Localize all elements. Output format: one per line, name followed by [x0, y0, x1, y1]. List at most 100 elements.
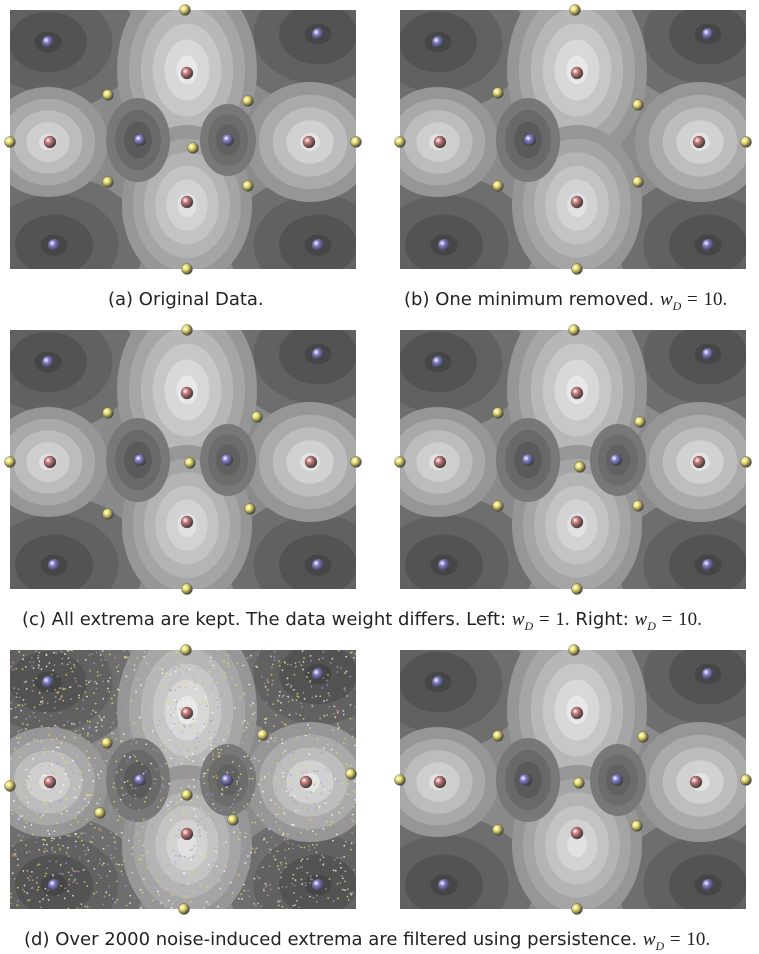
saddle-point — [572, 264, 583, 275]
caption-c-weight-symbol-right: wD — [635, 609, 656, 630]
maximum-point — [44, 136, 56, 148]
caption-d: (d) Over 2000 noise-induced extrema are … — [24, 929, 710, 954]
maximum-point — [181, 196, 193, 208]
saddle-point — [245, 504, 256, 515]
maximum-point — [571, 707, 583, 719]
maximum-point — [300, 776, 312, 788]
maximum-point — [690, 776, 702, 788]
maximum-point — [303, 136, 315, 148]
saddle-point — [633, 177, 644, 188]
minimum-point — [134, 774, 146, 786]
panel-a-original — [0, 0, 375, 280]
saddle-point — [179, 904, 190, 915]
saddle-point — [5, 457, 16, 468]
saddle-point — [5, 137, 16, 148]
caption-b-weight-symbol: wD — [660, 289, 681, 310]
minimum-point — [611, 774, 623, 786]
minimum-point — [312, 668, 324, 680]
caption-c-text: (c) All extrema are kept. The data weigh… — [22, 609, 506, 630]
maximum-point — [434, 456, 446, 468]
panel-d-right-filtered — [390, 640, 759, 920]
maximum-point — [434, 136, 446, 148]
saddle-point — [741, 457, 752, 468]
saddle-point — [633, 501, 644, 512]
saddle-point — [351, 457, 362, 468]
panel-d-right-plot — [390, 640, 759, 920]
caption-b-weight-value: 10 — [704, 289, 723, 310]
minimum-point — [48, 559, 60, 571]
caption-b-text: (b) One minimum removed. — [404, 289, 654, 310]
saddle-point — [243, 181, 254, 192]
saddle-point — [180, 5, 191, 16]
minimum-point — [702, 668, 714, 680]
saddle-point — [5, 781, 16, 792]
minimum-point — [222, 134, 234, 146]
minimum-point — [312, 559, 324, 571]
saddle-point — [493, 408, 504, 419]
saddle-point — [569, 325, 580, 336]
caption-c-weight-right: 10 — [678, 609, 697, 630]
saddle-point — [633, 100, 644, 111]
caption-b-equals: = — [687, 289, 698, 310]
maximum-point — [44, 456, 56, 468]
caption-d-text: (d) Over 2000 noise-induced extrema are … — [24, 929, 637, 950]
maximum-point — [44, 776, 56, 788]
saddle-point — [741, 137, 752, 148]
saddle-point — [395, 457, 406, 468]
maximum-point — [571, 827, 583, 839]
minimum-point — [702, 879, 714, 891]
saddle-point — [182, 325, 193, 336]
maximum-point — [181, 387, 193, 399]
saddle-point — [572, 904, 583, 915]
saddle-point — [632, 821, 643, 832]
minimum-point — [221, 774, 233, 786]
saddle-point — [103, 408, 114, 419]
panel-c-right-plot — [390, 320, 759, 600]
panel-d-left-plot — [0, 640, 375, 920]
minimum-point — [42, 36, 54, 48]
saddle-point — [103, 509, 114, 520]
minimum-point — [42, 676, 54, 688]
minimum-point — [134, 134, 146, 146]
minimum-point — [702, 348, 714, 360]
minimum-point — [438, 879, 450, 891]
scalar-field — [0, 604, 408, 954]
saddle-point — [252, 412, 263, 423]
minimum-point — [524, 134, 536, 146]
minimum-point — [312, 879, 324, 891]
panel-b-minimum-removed — [390, 0, 759, 280]
saddle-point — [493, 731, 504, 742]
saddle-point — [635, 417, 646, 428]
saddle-point — [103, 90, 114, 101]
minimum-point — [134, 454, 146, 466]
panel-c-right-weight-10 — [390, 320, 759, 600]
saddle-point — [575, 462, 586, 473]
panel-c-left-weight-1 — [0, 320, 375, 600]
caption-c-mid: Right: — [575, 609, 628, 630]
panel-b-plot — [390, 0, 759, 280]
minimum-point — [438, 239, 450, 251]
caption-c: (c) All extrema are kept. The data weigh… — [22, 609, 702, 634]
maximum-point — [571, 387, 583, 399]
saddle-point — [102, 738, 113, 749]
saddle-point — [574, 778, 585, 789]
maximum-point — [571, 67, 583, 79]
maximum-point — [181, 828, 193, 840]
saddle-point — [182, 790, 193, 801]
maximum-point — [305, 456, 317, 468]
scalar-field — [348, 0, 759, 315]
maximum-point — [571, 516, 583, 528]
maximum-point — [693, 456, 705, 468]
scalar-field — [0, 0, 408, 315]
caption-c-weight-left: 1 — [555, 609, 565, 630]
saddle-point — [182, 264, 193, 275]
saddle-point — [182, 584, 193, 595]
minimum-point — [312, 348, 324, 360]
minimum-point — [312, 28, 324, 40]
scalar-field — [0, 284, 408, 635]
minimum-point — [42, 356, 54, 368]
minimum-point — [48, 879, 60, 891]
minimum-point — [221, 454, 233, 466]
minimum-point — [48, 239, 60, 251]
saddle-point — [188, 143, 199, 154]
